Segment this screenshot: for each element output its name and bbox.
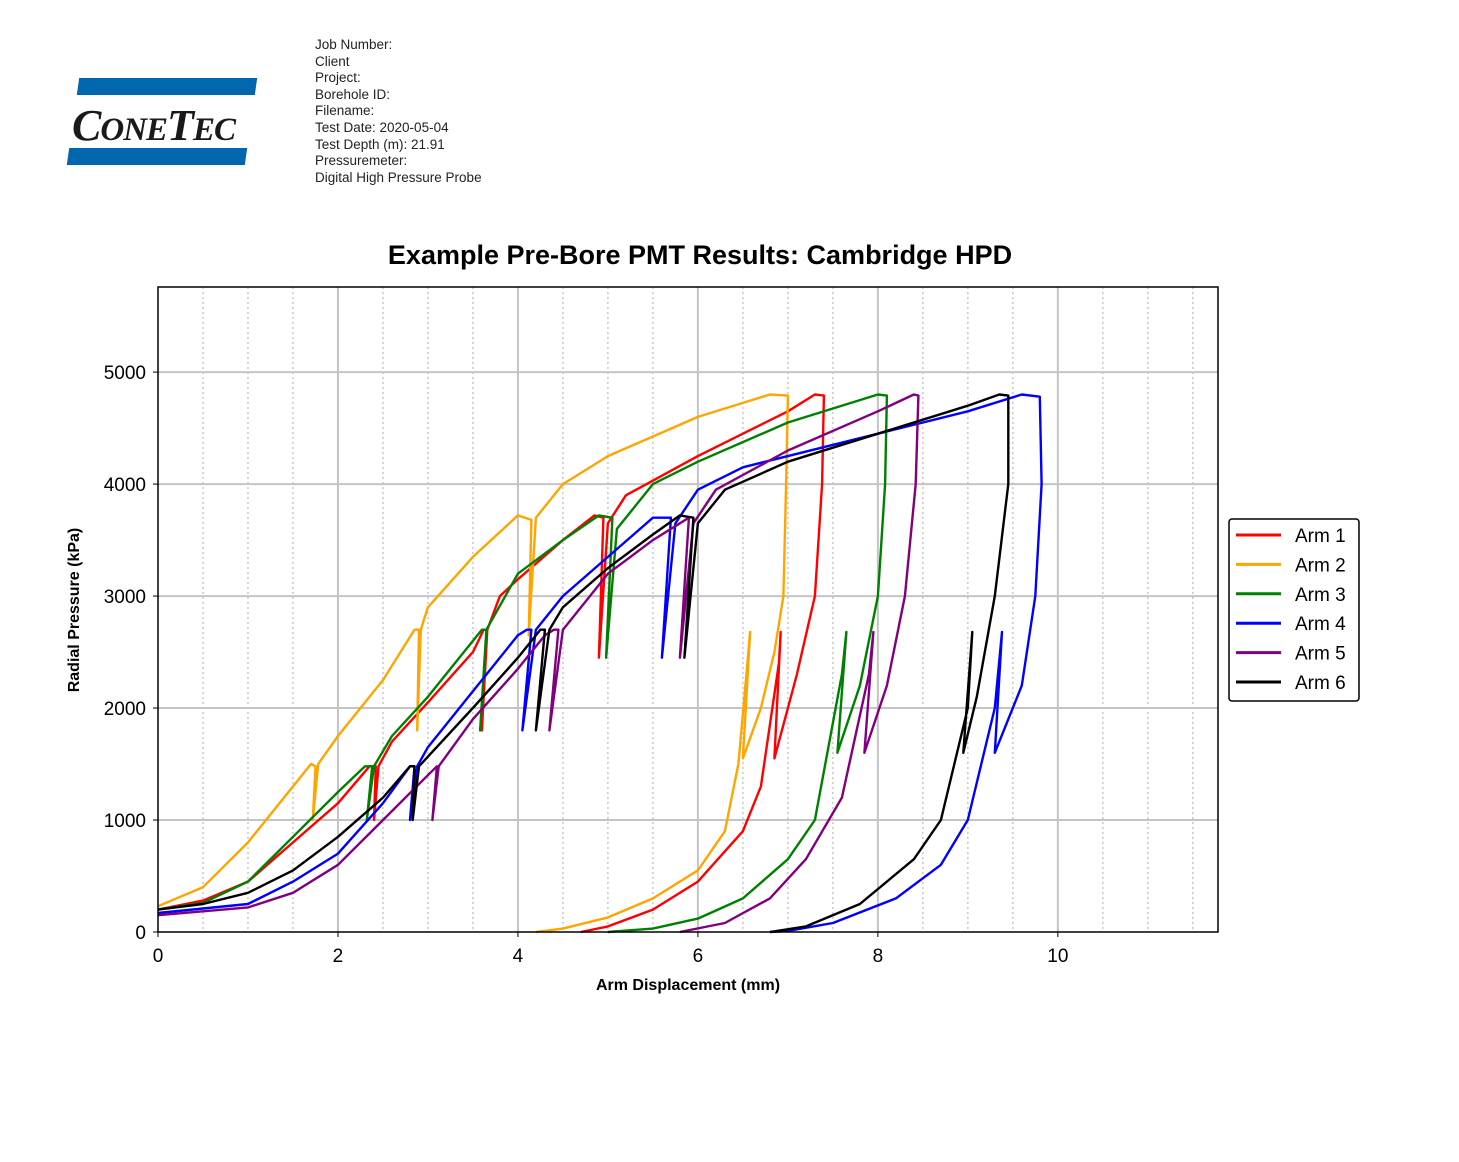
y-tick-label: 5000: [104, 363, 146, 384]
legend-label-arm-1: Arm 1: [1295, 526, 1346, 547]
field-test-date: Test Date: 2020-05-04: [315, 119, 449, 135]
field-job-number: Job Number:: [315, 37, 393, 52]
chart-title: Example Pre-Bore PMT Results: Cambridge …: [388, 240, 1012, 270]
x-tick-label: 4: [513, 946, 524, 967]
x-tick-label: 0: [153, 946, 164, 967]
y-tick-label: 0: [135, 923, 146, 944]
y-axis-label: Radial Pressure (kPa): [66, 528, 83, 693]
legend-label-arm-5: Arm 5: [1295, 644, 1346, 665]
test-info: Job Number: Client Project: Borehole ID:…: [315, 37, 482, 186]
field-test-depth: Test Depth (m): 21.91: [315, 136, 445, 152]
series-line-arm-1: [157, 393, 826, 934]
series-line-arm-5: [157, 393, 920, 934]
field-client: Client: [315, 53, 350, 69]
y-tick-label: 4000: [104, 475, 146, 496]
field-borehole-id: Borehole ID:: [315, 86, 391, 102]
x-tick-label: 6: [693, 946, 704, 967]
y-tick-label: 1000: [104, 811, 146, 832]
conetec-logo: CONETEC: [66, 78, 258, 168]
legend: Arm 1 Arm 2 Arm 3 Arm 4 Arm 5 Arm 6: [1228, 518, 1360, 702]
y-tick-label: 2000: [104, 699, 146, 720]
series-line-arm-3: [157, 393, 889, 934]
x-tick-label: 2: [333, 946, 344, 967]
series-line-arm-4: [157, 393, 1043, 934]
legend-label-arm-6: Arm 6: [1295, 673, 1346, 694]
field-probe: Digital High Pressure Probe: [315, 169, 482, 185]
x-tick-label: 10: [1047, 946, 1068, 967]
field-project: Project:: [315, 70, 361, 86]
legend-label-arm-3: Arm 3: [1295, 585, 1346, 606]
series-line-arm-2: [157, 393, 790, 934]
y-tick-label: 3000: [104, 587, 146, 608]
legend-label-arm-2: Arm 2: [1295, 555, 1346, 576]
x-tick-label: 8: [873, 946, 884, 967]
field-filename: Filename:: [315, 103, 375, 119]
legend-label-arm-4: Arm 4: [1295, 614, 1346, 635]
x-axis-label: Arm Displacement (mm): [596, 977, 780, 994]
field-pressuremeter: Pressuremeter:: [315, 153, 408, 169]
plot-frame: [157, 286, 1219, 933]
series-line-arm-6: [157, 393, 1010, 934]
